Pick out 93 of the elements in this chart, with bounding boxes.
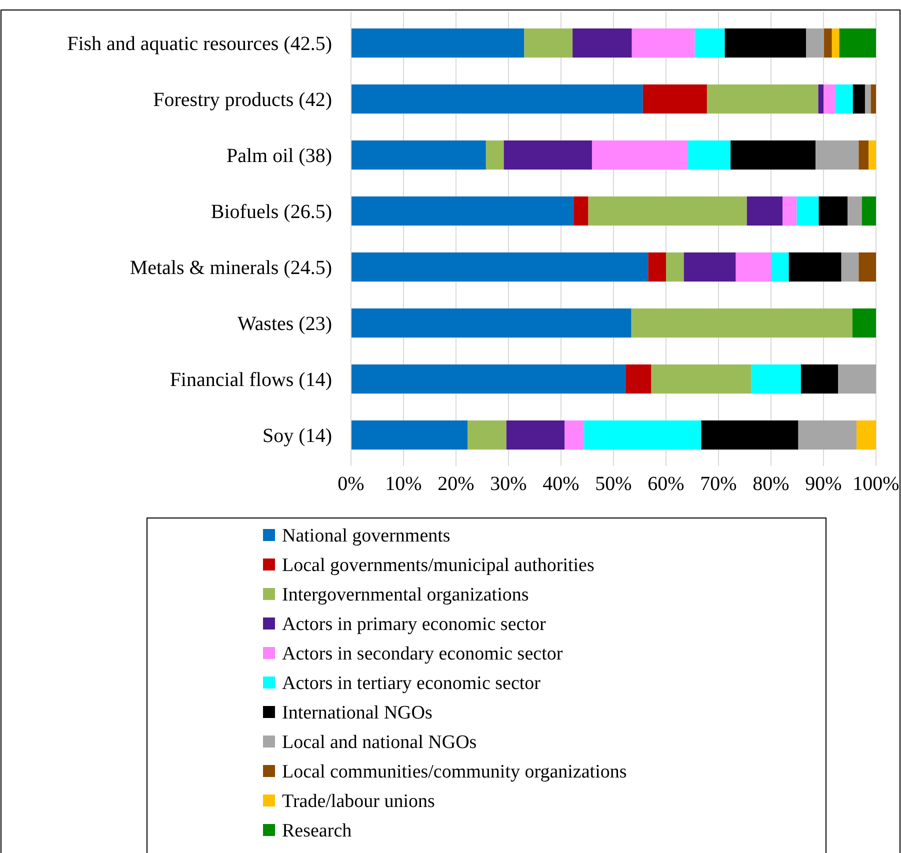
bar: [684, 252, 736, 282]
bar: [351, 308, 632, 338]
bar: [642, 84, 707, 114]
bar: [838, 364, 876, 394]
x-tick-label: 100%: [852, 473, 900, 495]
bar: [351, 252, 648, 282]
legend-label: Local governments/municipal authorities: [282, 555, 594, 576]
bar: [806, 28, 824, 58]
x-tick-label: 60%: [648, 473, 684, 495]
bar: [839, 28, 876, 58]
bar: [824, 28, 832, 58]
bar: [870, 84, 876, 114]
x-tick-label: 40%: [542, 473, 580, 495]
bar: [856, 420, 876, 450]
bar: [852, 308, 876, 338]
bar: [506, 420, 565, 450]
bar: [701, 420, 798, 450]
legend-label: Trade/labour unions: [282, 791, 435, 812]
bar: [852, 84, 865, 114]
bar: [468, 420, 506, 450]
bar: [858, 252, 876, 282]
legend-label: Actors in tertiary economic sector: [282, 673, 542, 694]
x-tick-label: 70%: [700, 473, 737, 495]
bar: [832, 28, 840, 58]
bar: [351, 28, 524, 58]
bar: [868, 140, 876, 170]
bar: [486, 140, 504, 170]
x-tick-label: 90%: [805, 473, 842, 495]
bar: [835, 84, 853, 114]
x-tick-label: 80%: [752, 473, 790, 495]
bar: [862, 196, 876, 226]
legend-label: Research: [282, 820, 352, 842]
bar: [816, 140, 859, 170]
bar: [841, 252, 859, 282]
bar: [818, 84, 824, 114]
bar: [746, 196, 783, 226]
bar: [564, 420, 584, 450]
y-tick-label: Wastes (23): [238, 313, 332, 335]
legend-label: Intergovernmental organizations: [282, 584, 529, 606]
bar: [351, 140, 486, 170]
bar: [796, 196, 819, 226]
x-tick-label: 10%: [385, 473, 422, 495]
bar: [351, 420, 468, 450]
x-tick-label: 50%: [595, 473, 632, 495]
bar: [848, 196, 862, 226]
bar: [574, 196, 588, 226]
bar: [800, 364, 838, 394]
bar: [694, 28, 725, 58]
bar: [818, 196, 848, 226]
bar: [648, 252, 666, 282]
x-tick-label: 20%: [438, 473, 474, 495]
legend-label: International NGOs: [282, 702, 432, 724]
y-tick-label: Financial flows (14): [170, 369, 332, 391]
bar: [632, 28, 695, 58]
x-tick-label: 0%: [338, 473, 364, 495]
bar: [351, 196, 574, 226]
bar: [724, 28, 806, 58]
y-tick-label: Forestry products (42): [153, 89, 332, 111]
y-tick-label: Biofuels (26.5): [210, 201, 332, 223]
y-tick-label: Palm oil (38): [226, 145, 332, 167]
bar: [351, 84, 643, 114]
bar: [572, 28, 632, 58]
bar: [782, 196, 797, 226]
bar: [824, 84, 836, 114]
bar: [771, 252, 789, 282]
bar: [798, 420, 857, 450]
legend-label: Actors in primary economic sector: [282, 614, 546, 636]
x-tick-label: 30%: [490, 473, 527, 495]
bar: [736, 252, 771, 282]
bar: [631, 308, 852, 338]
bar: [788, 252, 842, 282]
legend-label: National governments: [282, 526, 450, 547]
bar: [688, 140, 731, 170]
bar: [651, 364, 752, 394]
bar: [524, 28, 573, 58]
bar: [588, 196, 747, 226]
bar: [706, 84, 818, 114]
bar: [592, 140, 688, 170]
legend-label: Local communities/community organizations: [282, 762, 627, 783]
y-tick-label: Soy (14): [262, 425, 332, 447]
bar: [666, 252, 684, 282]
bar: [351, 364, 626, 394]
bar: [730, 140, 816, 170]
bar: [864, 84, 871, 114]
y-tick-label: Fish and aquatic resources (42.5): [67, 33, 332, 55]
bar: [584, 420, 702, 450]
bar: [858, 140, 869, 170]
y-tick-label: Metals & minerals (24.5): [130, 257, 332, 279]
legend-label: Actors in secondary economic sector: [282, 644, 564, 665]
bar: [504, 140, 592, 170]
bar: [626, 364, 652, 394]
legend-label: Local and national NGOs: [282, 732, 477, 754]
bar: [751, 364, 801, 394]
